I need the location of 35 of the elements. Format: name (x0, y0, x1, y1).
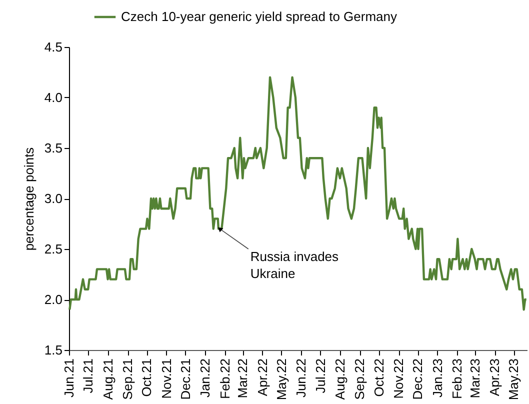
y-tick-label: 4.0 (44, 90, 62, 105)
x-tick-label: Aug.22 (332, 358, 348, 400)
y-tick-label: 3.0 (44, 191, 62, 206)
x-tick-label: Jun.22 (294, 358, 309, 398)
legend-label: Czech 10-year generic yield spread to Germany (121, 9, 398, 24)
x-tick-label: Nov.22 (391, 358, 406, 399)
x-tick-label: May.23 (506, 358, 522, 400)
x-tick-label: Jul.21 (80, 358, 96, 394)
x-tick-label: Apr.22 (254, 358, 270, 396)
y-tick-label: 2.0 (44, 292, 62, 307)
x-tick-label: Apr.23 (487, 358, 502, 396)
x-tick-label: Feb.23 (450, 358, 465, 399)
y-axis-title: percentage points (21, 146, 36, 251)
x-tick-label: Jun.21 (62, 358, 76, 398)
line-series (68, 76, 528, 311)
x-tick-label: Feb.22 (217, 358, 232, 399)
x-tick-label: May.22 (274, 358, 289, 400)
x-tick-label: Sep.22 (352, 358, 368, 400)
x-tick-label: Mar.22 (235, 358, 250, 398)
x-tick-label: Oct.21 (139, 358, 154, 397)
x-tick-label: Nov.21 (158, 358, 174, 399)
x-tick-label: Oct.22 (371, 358, 386, 397)
x-tick-label: Jan.22 (198, 358, 213, 398)
x-tick-label: Dec.21 (178, 358, 193, 400)
y-tick-label: 1.5 (44, 342, 62, 358)
x-tick-label: Jan.23 (430, 358, 445, 398)
y-tick-label: 2.5 (44, 242, 62, 256)
x-tick-label: Sep.21 (120, 358, 136, 400)
x-tick-label: Dec.22 (410, 358, 426, 400)
y-tick-label: 3.5 (44, 140, 62, 156)
annotation: Russia invades Ukraine (250, 249, 340, 281)
x-tick-label: Aug.21 (100, 358, 116, 400)
x-tick-label: Mar.23 (467, 358, 482, 398)
y-tick-label: 4.5 (44, 40, 62, 54)
x-tick-label: Jul.22 (312, 358, 328, 394)
